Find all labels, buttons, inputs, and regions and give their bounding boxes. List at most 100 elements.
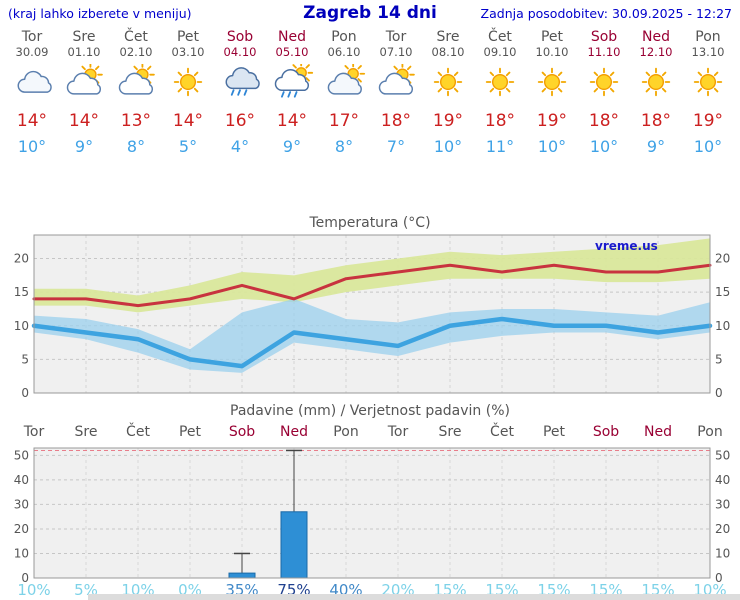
precip-day-labels-row: Tor Sre Čet Pet Sob Ned Pon Tor Sre Čet Pet Sob Ned P… xyxy=(0,424,740,441)
day-date: 11.10 xyxy=(587,45,621,59)
day-max-temperature: 16° xyxy=(224,111,256,131)
svg-text:50: 50 xyxy=(14,448,29,462)
svg-text:10: 10 xyxy=(14,319,29,333)
day-max-temperature: 17° xyxy=(328,111,360,131)
day-name: Pet xyxy=(176,29,200,45)
svg-text:15: 15 xyxy=(14,285,29,299)
sun-rain-icon xyxy=(266,60,318,104)
temperature-chart-title: Temperatura (°C) xyxy=(309,215,431,231)
day-date: 09.10 xyxy=(483,45,517,59)
svg-text:20: 20 xyxy=(715,522,730,536)
svg-text:0: 0 xyxy=(715,571,723,584)
day-column[interactable]: Sob 04.10 16° 4° xyxy=(214,30,266,156)
precip-day-label: Sob xyxy=(592,424,620,440)
day-max-temperature: 14° xyxy=(276,111,308,131)
day-column[interactable]: Pet 10.10 19° 10° xyxy=(526,30,578,157)
sun-cloud-icon xyxy=(110,62,162,104)
day-min-temperature: 7° xyxy=(386,137,406,156)
day-max-temperature: 19° xyxy=(692,111,724,131)
day-max-temperature: 18° xyxy=(484,111,516,131)
precip-day-label: Pon xyxy=(333,424,359,440)
svg-text:50: 50 xyxy=(715,448,730,462)
svg-text:0: 0 xyxy=(21,571,29,584)
cloud-icon xyxy=(6,64,58,104)
day-date: 10.10 xyxy=(535,45,569,59)
precipitation-chart: 0 0 10 10 20 20 30 30 40 40 50 50 xyxy=(14,447,730,584)
day-date: 03.10 xyxy=(171,45,205,59)
day-date: 01.10 xyxy=(67,45,101,59)
day-name: Ned xyxy=(642,29,670,45)
day-column[interactable]: Pon 06.10 17° 8° xyxy=(318,30,370,156)
day-column[interactable]: Pon 13.10 19° 10° xyxy=(682,29,734,157)
svg-text:20: 20 xyxy=(715,252,730,266)
day-column[interactable]: Sre 08.10 19° 10° xyxy=(422,30,474,157)
day-min-temperature: 10° xyxy=(589,137,619,156)
day-date: 07.10 xyxy=(379,45,413,59)
temperature-chart: 0 0 5 5 10 10 15 15 20 20 vreme.us xyxy=(14,234,730,400)
day-date: 13.10 xyxy=(691,45,725,59)
day-max-temperature: 14° xyxy=(172,111,204,131)
precip-day-label: Sre xyxy=(74,424,98,440)
day-min-temperature: 11° xyxy=(485,137,515,156)
day-name: Čet xyxy=(124,29,148,45)
day-min-temperature: 10° xyxy=(433,137,463,156)
sun-icon xyxy=(578,64,630,104)
precip-day-label: Tor xyxy=(23,424,45,440)
svg-text:10: 10 xyxy=(715,319,730,333)
last-update-text: Zadnja posodobitev: 30.09.2025 - 12:27 xyxy=(480,6,732,21)
day-column[interactable]: Tor 07.10 18° 7° xyxy=(370,30,422,156)
precip-day-label: Čet xyxy=(126,424,150,440)
day-min-temperature: 9° xyxy=(74,137,94,156)
precip-day-label: Pet xyxy=(178,424,202,440)
svg-text:0: 0 xyxy=(21,386,29,400)
day-name: Pon xyxy=(695,29,721,45)
day-max-temperature: 18° xyxy=(380,111,412,131)
day-min-temperature: 8° xyxy=(334,137,354,156)
day-name: Sob xyxy=(590,29,618,45)
day-min-temperature: 10° xyxy=(17,137,47,156)
forecast-day-strip: Tor 30.09 14° 10° Sre 01.10 14° 9° Čet 02.10 13° 8°… xyxy=(6,29,734,157)
sun-icon xyxy=(162,64,214,104)
sun-icon xyxy=(526,64,578,104)
day-max-temperature: 14° xyxy=(68,111,100,131)
day-max-temperature: 13° xyxy=(120,111,152,131)
day-name: Čet xyxy=(488,29,512,45)
day-name: Sob xyxy=(226,29,254,45)
precip-day-label: Čet xyxy=(490,424,514,440)
day-date: 12.10 xyxy=(639,45,673,59)
day-column[interactable]: Čet 02.10 13° 8° xyxy=(110,30,162,156)
day-max-temperature: 19° xyxy=(432,111,464,131)
precip-probability: 10% xyxy=(17,581,51,599)
day-date: 05.10 xyxy=(275,45,309,59)
sun-icon xyxy=(474,64,526,104)
day-min-temperature: 5° xyxy=(178,137,198,156)
day-date: 06.10 xyxy=(327,45,361,59)
day-column[interactable]: Ned 05.10 14° 9° xyxy=(266,30,318,156)
day-column[interactable]: Sob 11.10 18° 10° xyxy=(578,29,630,157)
day-column[interactable]: Sre 01.10 14° 9° xyxy=(58,30,110,156)
day-min-temperature: 10° xyxy=(693,137,723,156)
sun-icon xyxy=(630,64,682,104)
day-column[interactable]: Ned 12.10 18° 9° xyxy=(630,29,682,157)
svg-text:0: 0 xyxy=(715,386,723,400)
day-column[interactable]: Čet 09.10 18° 11° xyxy=(474,29,526,157)
sun-icon xyxy=(422,64,474,104)
day-column[interactable]: Pet 03.10 14° 5° xyxy=(162,29,214,157)
day-date: 30.09 xyxy=(15,45,49,59)
cloud-sun-icon xyxy=(318,61,370,104)
day-name: Tor xyxy=(385,29,407,45)
svg-text:5: 5 xyxy=(715,352,723,366)
sun-cloud-icon xyxy=(370,62,422,104)
svg-text:20: 20 xyxy=(14,252,29,266)
day-name: Tor xyxy=(21,29,43,45)
day-date: 04.10 xyxy=(223,45,257,59)
day-min-temperature: 4° xyxy=(230,137,250,156)
day-min-temperature: 8° xyxy=(126,137,146,156)
sun-icon xyxy=(682,64,734,104)
day-max-temperature: 18° xyxy=(640,111,672,131)
svg-text:10: 10 xyxy=(715,546,730,560)
day-column[interactable]: Tor 30.09 14° 10° xyxy=(6,30,58,156)
svg-text:10: 10 xyxy=(14,546,29,560)
precip-bar xyxy=(280,511,308,579)
